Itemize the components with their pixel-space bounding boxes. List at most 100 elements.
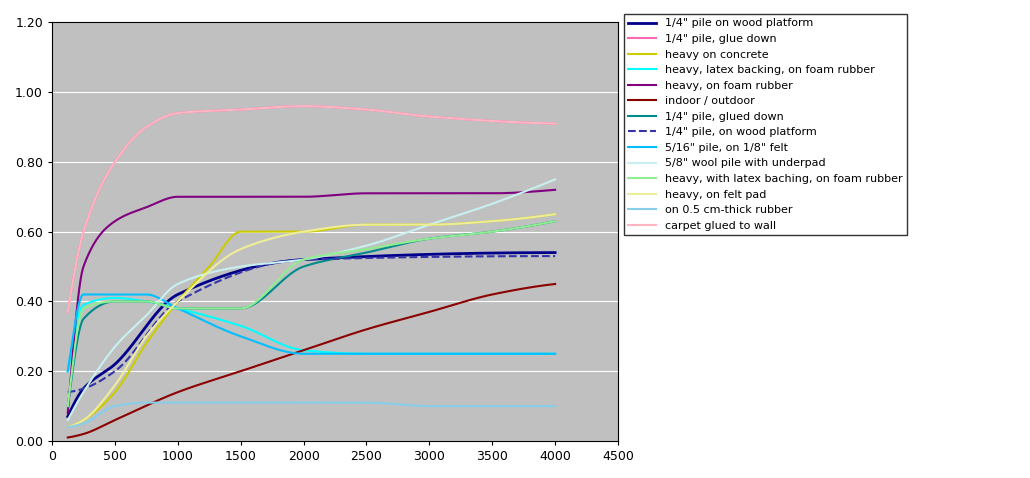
1/4" pile, on wood platform (481, 253, 493, 259)
5/8" wool pile with underpad (549, 176, 561, 182)
1/4" pile, glue down (432, 114, 444, 120)
1/4" pile, glued down (357, 250, 370, 256)
heavy, on foam rubber (357, 190, 370, 196)
indoor / outdoor (549, 281, 561, 287)
1/4" pile, on wood platform (357, 255, 370, 261)
1/4" pile, glue down (62, 309, 74, 315)
1/4" pile on wood platform (62, 413, 74, 419)
carpet glued to wall (345, 106, 357, 111)
5/8" wool pile with underpad (481, 203, 493, 208)
1/4" pile on wood platform (357, 254, 370, 260)
1/4" pile, glue down (373, 108, 385, 114)
on 0.5 cm-thick rubber (358, 400, 371, 405)
5/16" pile, on 1/8" felt (345, 351, 357, 357)
carpet glued to wall (373, 108, 385, 114)
carpet glued to wall (549, 120, 561, 126)
Line: indoor / outdoor: indoor / outdoor (68, 284, 555, 437)
on 0.5 cm-thick rubber (373, 400, 385, 406)
heavy, with latex baching, on foam rubber (92, 301, 104, 306)
heavy on concrete (432, 222, 444, 228)
carpet glued to wall (358, 107, 371, 112)
heavy, on felt pad (92, 404, 104, 410)
heavy, latex backing, on foam rubber (108, 295, 121, 301)
Line: 1/4" pile, on wood platform: 1/4" pile, on wood platform (68, 256, 555, 392)
5/16" pile, on 1/8" felt (482, 351, 494, 357)
Line: heavy, on felt pad: heavy, on felt pad (68, 214, 555, 427)
5/16" pile, on 1/8" felt (77, 292, 90, 297)
on 0.5 cm-thick rubber (92, 413, 104, 418)
1/4" pile, glued down (372, 247, 384, 253)
1/4" pile on wood platform (432, 251, 444, 257)
heavy, with latex baching, on foam rubber (345, 249, 357, 254)
on 0.5 cm-thick rubber (432, 403, 444, 409)
5/8" wool pile with underpad (62, 417, 74, 423)
1/4" pile, glue down (358, 107, 371, 112)
heavy, on felt pad (62, 424, 74, 430)
1/4" pile, on wood platform (345, 255, 357, 261)
5/16" pile, on 1/8" felt (62, 369, 74, 374)
5/16" pile, on 1/8" felt (92, 292, 104, 297)
1/4" pile, glued down (481, 229, 493, 235)
1/4" pile on wood platform (345, 254, 357, 260)
1/4" pile, glue down (92, 190, 104, 196)
1/4" pile on wood platform (372, 253, 384, 259)
indoor / outdoor (62, 435, 74, 440)
heavy, with latex baching, on foam rubber (481, 229, 493, 235)
on 0.5 cm-thick rubber (549, 403, 561, 409)
heavy on concrete (481, 219, 493, 225)
heavy on concrete (357, 222, 370, 228)
heavy, latex backing, on foam rubber (432, 351, 444, 357)
heavy, on felt pad (357, 222, 370, 228)
1/4" pile, on wood platform (372, 255, 384, 261)
carpet glued to wall (62, 309, 74, 315)
5/8" wool pile with underpad (357, 243, 370, 249)
heavy, latex backing, on foam rubber (62, 369, 74, 374)
heavy on concrete (62, 424, 74, 430)
1/4" pile, glue down (298, 103, 310, 109)
heavy, with latex baching, on foam rubber (432, 235, 444, 240)
5/16" pile, on 1/8" felt (373, 351, 385, 357)
Line: heavy, with latex baching, on foam rubber: heavy, with latex baching, on foam rubbe… (68, 221, 555, 406)
1/4" pile, glued down (549, 218, 561, 224)
5/8" wool pile with underpad (432, 219, 444, 225)
heavy, on foam rubber (62, 410, 74, 416)
Line: 5/8" wool pile with underpad: 5/8" wool pile with underpad (68, 179, 555, 420)
Line: 1/4" pile on wood platform: 1/4" pile on wood platform (68, 252, 555, 416)
heavy, on foam rubber (481, 190, 493, 196)
carpet glued to wall (432, 114, 444, 120)
heavy, latex backing, on foam rubber (482, 351, 494, 357)
heavy, on foam rubber (92, 235, 104, 241)
heavy, with latex baching, on foam rubber (549, 218, 561, 224)
heavy, latex backing, on foam rubber (345, 351, 357, 357)
5/16" pile, on 1/8" felt (549, 351, 561, 357)
heavy, on felt pad (432, 222, 444, 228)
heavy on concrete (92, 407, 104, 413)
indoor / outdoor (357, 327, 370, 333)
Line: on 0.5 cm-thick rubber: on 0.5 cm-thick rubber (68, 402, 555, 427)
5/16" pile, on 1/8" felt (358, 351, 371, 357)
indoor / outdoor (481, 293, 493, 298)
1/4" pile on wood platform (549, 250, 561, 255)
heavy, on foam rubber (549, 187, 561, 193)
heavy on concrete (372, 222, 384, 228)
Line: 5/16" pile, on 1/8" felt: 5/16" pile, on 1/8" felt (68, 294, 555, 371)
1/4" pile, glue down (549, 120, 561, 126)
5/8" wool pile with underpad (92, 367, 104, 373)
Line: heavy, on foam rubber: heavy, on foam rubber (68, 190, 555, 413)
carpet glued to wall (482, 118, 494, 124)
carpet glued to wall (298, 103, 310, 109)
heavy on concrete (345, 223, 357, 228)
heavy, on felt pad (372, 222, 384, 228)
1/4" pile, on wood platform (62, 389, 74, 395)
heavy, latex backing, on foam rubber (358, 351, 371, 357)
on 0.5 cm-thick rubber (140, 400, 152, 405)
heavy, with latex baching, on foam rubber (357, 247, 370, 252)
1/4" pile, glue down (482, 118, 494, 124)
heavy, with latex baching, on foam rubber (62, 403, 74, 409)
heavy, on felt pad (549, 211, 561, 217)
heavy, on foam rubber (345, 191, 357, 197)
Legend: 1/4" pile on wood platform, 1/4" pile, glue down, heavy on concrete, heavy, late: 1/4" pile on wood platform, 1/4" pile, g… (623, 14, 906, 235)
indoor / outdoor (372, 323, 384, 329)
indoor / outdoor (345, 331, 357, 337)
heavy, on foam rubber (432, 190, 444, 196)
